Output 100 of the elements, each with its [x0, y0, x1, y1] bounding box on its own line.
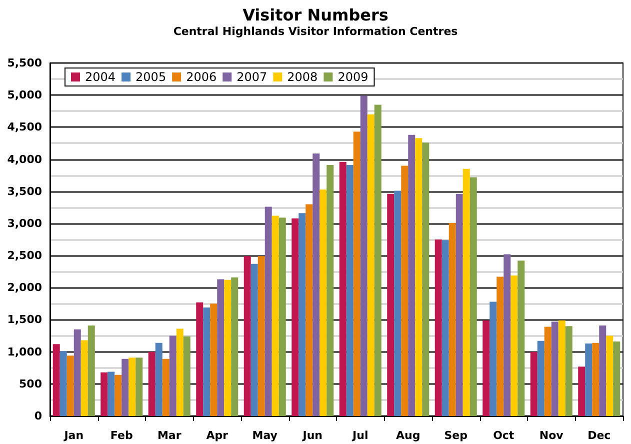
bar	[401, 166, 408, 416]
bar	[136, 358, 143, 416]
bar	[606, 336, 614, 416]
y-tick-label: 1,000	[7, 345, 42, 358]
x-tick-label: Nov	[539, 429, 564, 442]
bar	[415, 138, 422, 416]
bar	[544, 326, 552, 416]
bar	[387, 194, 394, 416]
y-tick-label: 4,000	[7, 152, 42, 166]
bar	[155, 342, 162, 416]
y-tick-label: 0	[34, 410, 42, 422]
x-tick-label: May	[252, 429, 278, 442]
bar	[551, 322, 558, 416]
bar	[518, 260, 525, 416]
bar	[482, 320, 490, 416]
bar	[442, 240, 449, 416]
bar	[320, 189, 327, 416]
legend-label: 2005	[136, 70, 166, 84]
x-tick-label: Jun	[302, 429, 323, 442]
bar	[360, 96, 368, 416]
bar	[176, 328, 184, 416]
bar	[613, 342, 620, 416]
x-tick-label: Jan	[63, 429, 84, 442]
bar	[224, 280, 232, 416]
bar	[210, 304, 218, 416]
bar	[217, 279, 224, 416]
chart-subtitle: Central Highlands Visitor Information Centres	[173, 25, 458, 38]
bar	[231, 277, 238, 416]
y-tick-label: 4,500	[7, 120, 42, 134]
bar	[448, 222, 456, 416]
x-tick-label: Aug	[396, 429, 420, 442]
bar	[599, 326, 606, 416]
bar	[408, 134, 416, 416]
y-tick-label: 2,500	[7, 249, 42, 262]
bar	[592, 342, 600, 416]
x-tick-label: Sep	[444, 429, 468, 442]
bar	[272, 216, 279, 416]
legend-label: 2004	[85, 70, 116, 84]
bar	[504, 254, 511, 416]
bar	[66, 356, 74, 416]
bar	[470, 177, 477, 416]
bar	[306, 204, 313, 416]
bar	[100, 372, 108, 416]
y-tick-label: 3,500	[7, 184, 42, 198]
x-tick-label: Oct	[493, 429, 514, 442]
y-tick-label: 5,000	[7, 88, 42, 102]
legend-label: 2007	[236, 70, 268, 84]
legend-label: 2006	[186, 70, 217, 84]
bar	[108, 372, 115, 416]
bar	[128, 358, 136, 416]
bar	[367, 114, 374, 416]
legend-label: 2009	[338, 70, 368, 84]
bar	[114, 374, 122, 416]
bar	[510, 275, 518, 416]
legend-label: 2008	[287, 70, 318, 84]
bar	[258, 256, 265, 416]
bar	[422, 142, 430, 416]
bar	[278, 218, 286, 416]
bar	[244, 256, 251, 416]
bar	[80, 340, 88, 416]
bar	[196, 302, 204, 416]
y-tick-label: 3,000	[7, 216, 42, 230]
bar	[148, 352, 156, 416]
x-tick-label: Dec	[588, 429, 611, 442]
bar	[530, 352, 538, 416]
bar	[264, 206, 272, 416]
y-tick-label: 5,500	[7, 56, 42, 70]
bar	[346, 165, 354, 416]
bar	[183, 336, 190, 416]
bar	[434, 240, 442, 416]
bar	[578, 366, 586, 416]
bar	[292, 218, 299, 416]
chart-title: Visitor Numbers	[242, 6, 388, 24]
bar	[585, 343, 592, 416]
bar	[122, 358, 129, 416]
bar	[326, 165, 334, 416]
bar	[250, 264, 258, 416]
bar	[456, 194, 463, 416]
bar	[558, 320, 566, 416]
bar	[496, 276, 504, 416]
bar	[565, 326, 572, 416]
bar	[60, 351, 67, 416]
bar	[312, 153, 320, 416]
bar	[394, 190, 402, 416]
x-tick-label: Jul	[352, 429, 368, 442]
y-tick-label: 500	[19, 377, 42, 390]
bar	[88, 326, 95, 416]
bar	[74, 329, 81, 416]
y-tick-label: 2,000	[7, 281, 42, 294]
bar	[203, 308, 210, 416]
bar	[374, 104, 382, 416]
bar	[353, 132, 360, 416]
x-tick-label: Apr	[206, 429, 229, 442]
x-tick-label: Mar	[157, 429, 182, 442]
bar	[537, 340, 544, 416]
bar	[462, 168, 470, 416]
bar	[339, 162, 346, 416]
x-tick-label: Feb	[110, 429, 133, 442]
y-tick-label: 1,500	[7, 313, 42, 326]
bar	[490, 302, 497, 416]
